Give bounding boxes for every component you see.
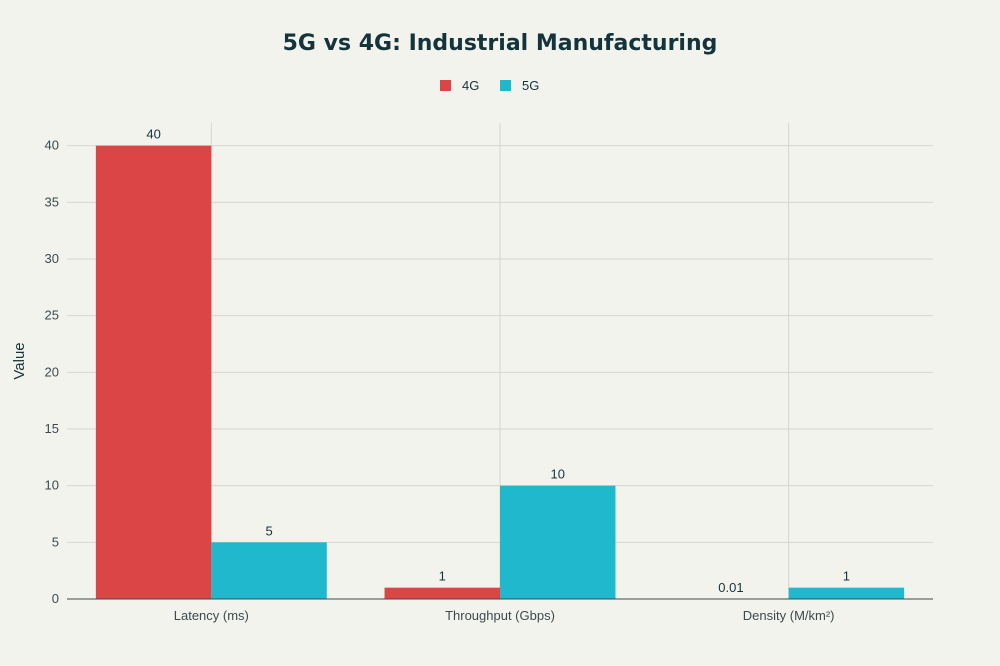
x-tick-label: Latency (ms) <box>174 608 249 623</box>
y-tick-label: 5 <box>52 534 59 549</box>
y-axis-title: Value <box>11 342 28 379</box>
data-label: 10 <box>550 467 564 482</box>
legend-label-4g: 4G <box>462 78 479 93</box>
bar-4g-0 <box>95 145 212 599</box>
legend-swatch-4g <box>440 80 451 91</box>
legend: 4G 5G <box>440 78 539 93</box>
data-label: 40 <box>146 127 160 142</box>
chart-title: 5G vs 4G: Industrial Manufacturing <box>283 31 718 56</box>
bar-5g-1 <box>500 485 616 599</box>
bar-5g-2 <box>788 587 905 599</box>
data-label: 1 <box>843 569 850 584</box>
x-tick-label: Density (M/km²) <box>743 608 835 623</box>
y-tick-label: 40 <box>45 138 59 153</box>
y-tick-label: 25 <box>45 308 59 323</box>
y-tick-label: 35 <box>45 194 59 209</box>
bars: 40 1 0.01 5 10 1 <box>95 127 905 599</box>
x-tick-label: Throughput (Gbps) <box>445 608 555 623</box>
data-label: 1 <box>439 569 446 584</box>
data-label: 0.01 <box>718 580 743 595</box>
y-tick-label: 30 <box>45 251 59 266</box>
y-tick-label: 10 <box>45 478 59 493</box>
y-tick-label: 0 <box>52 591 59 606</box>
y-tick-label: 15 <box>45 421 59 436</box>
data-label: 5 <box>265 523 272 538</box>
legend-label-5g: 5G <box>522 78 539 93</box>
bar-4g-1 <box>384 587 500 599</box>
bar-5g-0 <box>211 542 327 599</box>
y-tick-label: 20 <box>45 364 59 379</box>
legend-swatch-5g <box>500 80 511 91</box>
